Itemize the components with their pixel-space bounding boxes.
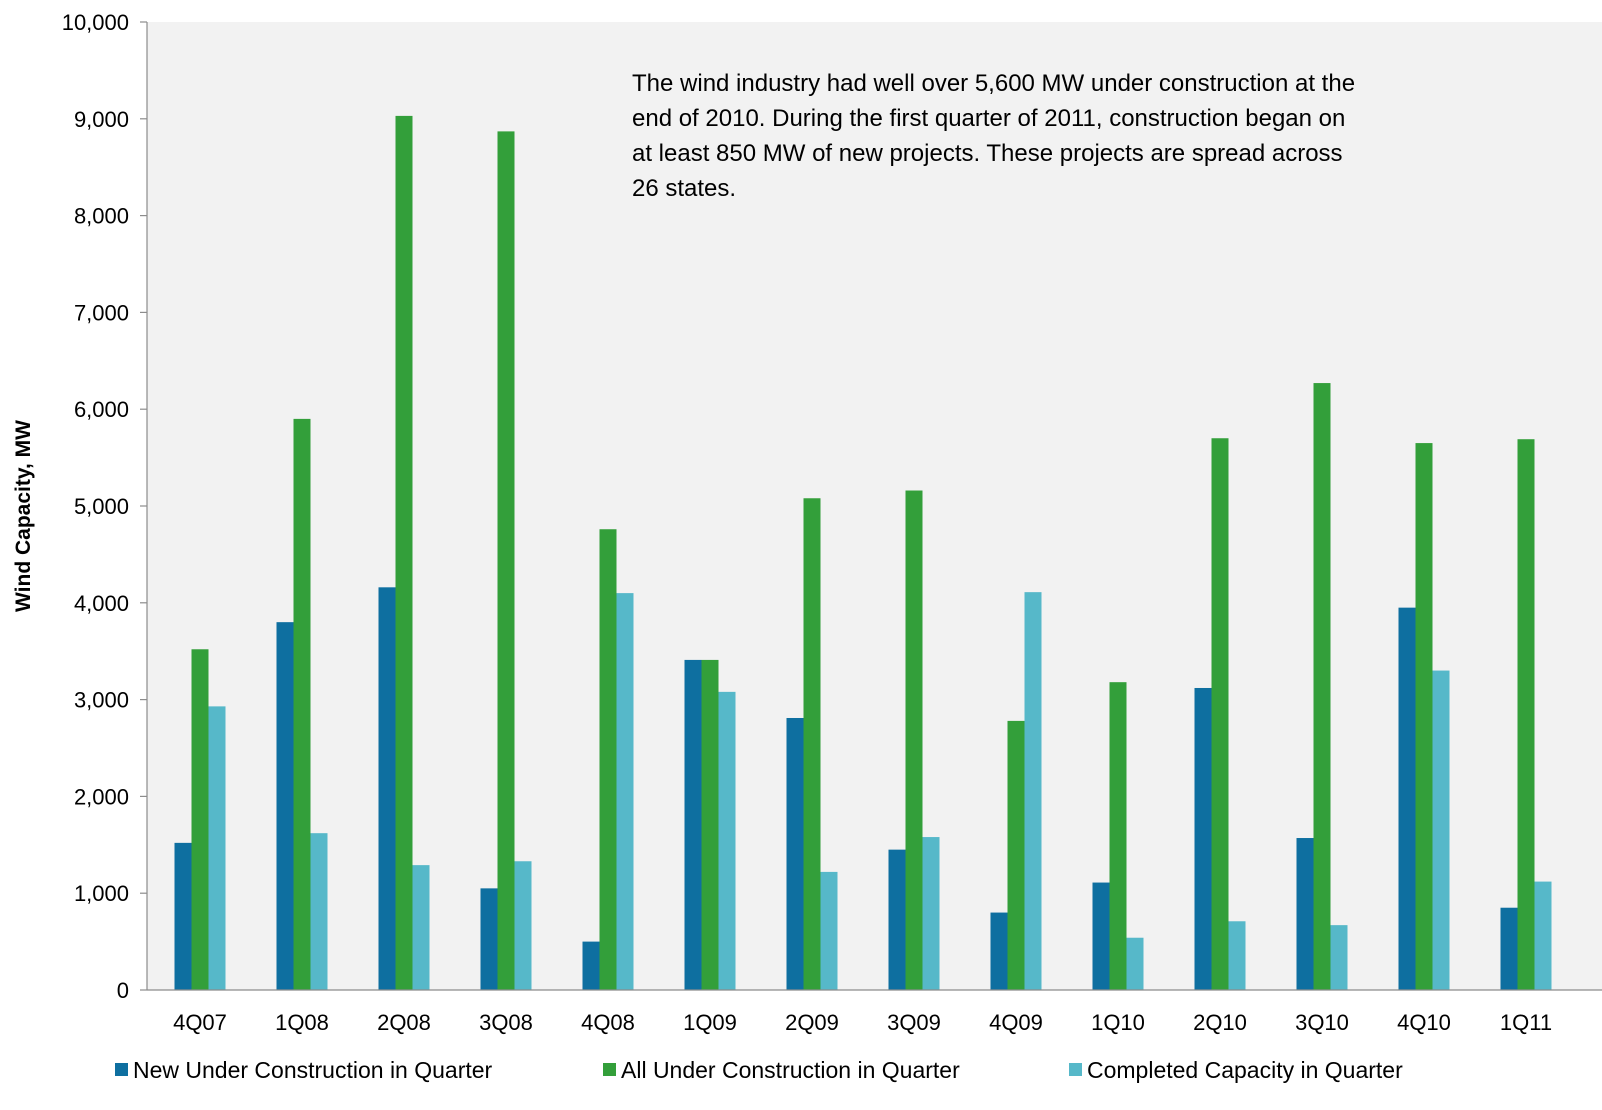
annotation-text: The wind industry had well over 5,600 MW… (632, 66, 1532, 206)
y-tick-label: 5,000 (74, 494, 129, 519)
bars-group (174, 115, 1552, 991)
x-tick-label: 3Q08 (479, 1010, 533, 1035)
bar (1092, 882, 1110, 990)
y-tick-label: 1,000 (74, 881, 129, 906)
bar (1126, 937, 1144, 990)
bar (1313, 383, 1331, 991)
y-tick-label: 7,000 (74, 300, 129, 325)
bar (1534, 881, 1552, 990)
bar (1517, 439, 1535, 990)
bar (1109, 682, 1127, 990)
legend: New Under Construction in Quarter All Und… (115, 1057, 1403, 1083)
y-axis-ticks: 0 1,000 2,000 3,000 4,000 5,000 6,000 7,000 8,00… (62, 10, 147, 1003)
bar (1194, 687, 1212, 990)
bar (616, 593, 634, 990)
y-tick-label: 3,000 (74, 688, 129, 713)
annotation-line: at least 850 MW of new projects. These p… (632, 140, 1343, 167)
bar (1007, 720, 1025, 990)
bar (378, 587, 396, 990)
bar (1330, 925, 1348, 990)
bar (191, 649, 209, 990)
x-tick-label: 1Q10 (1091, 1010, 1145, 1035)
bar (1024, 592, 1042, 990)
legend-swatch (115, 1063, 128, 1076)
bar (718, 691, 736, 990)
bar (310, 833, 328, 990)
bar (803, 498, 821, 990)
bar (497, 131, 515, 990)
bar (820, 871, 838, 990)
y-tick-label: 4,000 (74, 591, 129, 616)
x-tick-label: 2Q09 (785, 1010, 839, 1035)
x-tick-label: 4Q10 (1397, 1010, 1451, 1035)
y-tick-label: 10,000 (62, 10, 129, 35)
bar (395, 115, 413, 990)
x-tick-label: 2Q08 (377, 1010, 431, 1035)
legend-label: New Under Construction in Quarter (133, 1057, 493, 1083)
bar (905, 490, 923, 990)
x-tick-label: 1Q08 (275, 1010, 329, 1035)
y-tick-label: 8,000 (74, 204, 129, 229)
y-tick-label: 2,000 (74, 784, 129, 809)
bar (276, 622, 294, 990)
x-tick-label: 2Q10 (1193, 1010, 1247, 1035)
x-tick-label: 1Q09 (683, 1010, 737, 1035)
annotation-line: end of 2010. During the first quarter of… (632, 105, 1346, 132)
bar (514, 861, 532, 990)
x-tick-label: 4Q07 (173, 1010, 227, 1035)
bar (174, 842, 192, 990)
bar (990, 912, 1008, 990)
x-tick-label: 3Q10 (1295, 1010, 1349, 1035)
bar (786, 717, 804, 990)
bar (888, 849, 906, 990)
bar (922, 837, 940, 990)
x-tick-label: 4Q08 (581, 1010, 635, 1035)
y-tick-label: 6,000 (74, 397, 129, 422)
legend-swatch (1069, 1063, 1082, 1076)
bar (1398, 607, 1416, 990)
bar (1415, 443, 1433, 991)
bar (480, 888, 498, 990)
bar (208, 706, 226, 990)
bar (1296, 838, 1314, 990)
bar (701, 659, 719, 990)
bar (412, 865, 430, 990)
bar (582, 941, 600, 990)
bar (1500, 907, 1518, 990)
x-axis-ticks: 4Q07 1Q08 2Q08 3Q08 4Q08 1Q09 2Q09 3Q09 4Q09 1Q10… (173, 1010, 1552, 1035)
legend-swatch (603, 1063, 616, 1076)
x-tick-label: 4Q09 (989, 1010, 1043, 1035)
bar (599, 529, 617, 990)
x-tick-label: 3Q09 (887, 1010, 941, 1035)
bar (1211, 438, 1229, 990)
annotation-line: 26 states. (632, 175, 737, 202)
legend-label: All Under Construction in Quarter (621, 1057, 960, 1083)
y-axis-label: Wind Capacity, MW (12, 420, 35, 612)
y-tick-label: 0 (117, 978, 129, 1003)
legend-label: Completed Capacity in Quarter (1087, 1057, 1403, 1083)
bar (684, 659, 702, 990)
x-tick-label: 1Q11 (1500, 1010, 1552, 1035)
bar (1432, 670, 1450, 990)
bar (293, 418, 311, 990)
y-tick-label: 9,000 (74, 107, 129, 132)
annotation-line: The wind industry had well over 5,600 MW… (632, 70, 1356, 97)
bar (1228, 921, 1246, 990)
